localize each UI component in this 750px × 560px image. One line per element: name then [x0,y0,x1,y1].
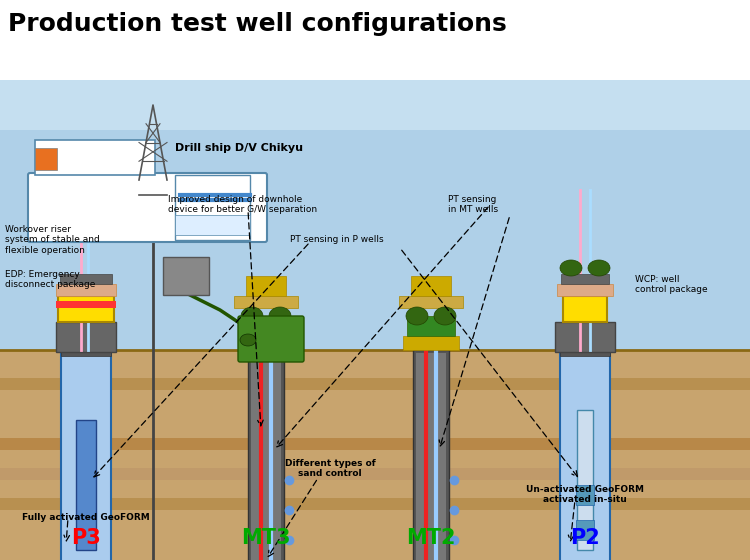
Bar [411,276,451,296]
Bar [407,316,455,336]
Bar [576,485,594,505]
Text: MT2: MT2 [406,528,456,548]
Bar [60,274,112,284]
Bar [56,322,116,352]
Bar [238,336,294,350]
Ellipse shape [269,307,291,325]
Bar [61,350,111,560]
Ellipse shape [406,307,428,325]
Bar [242,316,290,336]
Bar [0,378,750,390]
Ellipse shape [434,307,456,325]
Bar [58,296,114,322]
Bar [175,215,250,235]
Bar [399,296,463,308]
Text: P3: P3 [71,528,100,548]
Text: MT3: MT3 [242,528,291,548]
Ellipse shape [241,307,263,325]
Bar [576,520,594,540]
Bar [0,80,750,350]
Text: PT sensing
in MT wells: PT sensing in MT wells [448,195,498,214]
Bar [0,438,750,450]
FancyBboxPatch shape [238,316,304,362]
Bar [413,350,449,560]
Bar [61,346,111,356]
Bar [560,350,610,560]
Text: Production test well configurations: Production test well configurations [8,12,507,36]
Bar [35,148,57,170]
Text: Different types of
sand control: Different types of sand control [285,459,375,478]
Bar [76,420,96,550]
Bar [416,353,446,560]
Text: EDP: Emergency
disconnect package: EDP: Emergency disconnect package [5,270,95,290]
Text: Un-activated GeoFORM
activated in-situ: Un-activated GeoFORM activated in-situ [526,484,644,504]
FancyBboxPatch shape [28,173,267,242]
Bar [555,322,615,352]
Text: WCP: well
control package: WCP: well control package [635,275,708,295]
Bar [0,468,750,480]
Text: Workover riser
system of stable and
flexible operation: Workover riser system of stable and flex… [5,225,100,255]
Ellipse shape [588,260,610,276]
Ellipse shape [560,260,582,276]
Bar [403,336,459,350]
Bar [557,284,613,296]
Bar [0,498,750,510]
Bar [56,284,116,296]
Bar [251,353,281,560]
Text: Drill ship D/V Chikyu: Drill ship D/V Chikyu [175,143,303,153]
Text: P2: P2 [570,528,600,548]
Text: PT sensing in P wells: PT sensing in P wells [290,235,383,244]
Ellipse shape [240,334,256,346]
Bar [56,301,116,308]
Bar [0,408,750,420]
Bar [0,80,750,130]
Bar [0,350,750,560]
Bar [35,140,155,175]
Bar [246,276,286,296]
Text: Improved design of downhole
device for better G/W separation: Improved design of downhole device for b… [168,195,317,214]
Bar [163,257,209,295]
Bar [248,350,284,560]
Bar [563,296,607,322]
Bar [577,410,593,550]
Bar [560,346,610,356]
Bar [561,274,609,284]
Text: Fully activated GeoFORM: Fully activated GeoFORM [22,513,150,522]
Bar [175,175,250,240]
Bar [234,296,298,308]
